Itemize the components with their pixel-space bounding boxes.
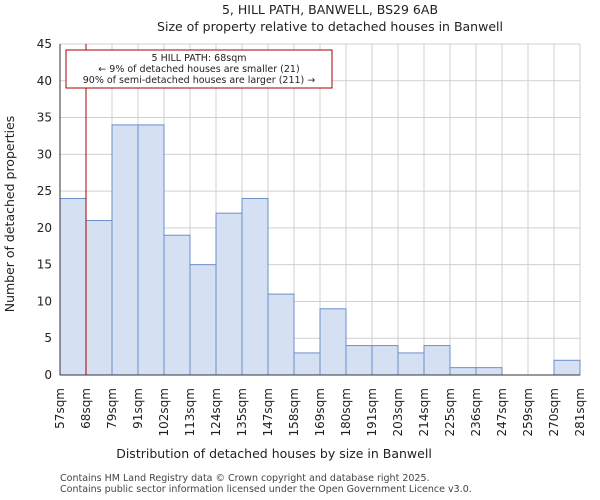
histogram-bar <box>319 308 347 376</box>
chart-subtitle: Size of property relative to detached ho… <box>157 19 503 34</box>
histogram-bar <box>371 345 399 376</box>
histogram-bar <box>137 124 165 376</box>
histogram-bar <box>215 212 243 376</box>
histogram-bar <box>397 352 425 376</box>
y-tick-label: 0 <box>44 368 52 382</box>
histogram-bar <box>267 293 295 376</box>
y-tick-label: 10 <box>37 294 52 308</box>
x-tick-label: 191sqm <box>365 388 379 436</box>
x-tick-label: 169sqm <box>313 388 327 436</box>
x-tick-label: 203sqm <box>391 388 405 436</box>
y-tick-label: 35 <box>37 111 52 125</box>
annotation-box <box>65 49 333 89</box>
y-axis-label: Number of detached properties <box>2 116 17 313</box>
footer-copyright: Contains HM Land Registry data © Crown c… <box>60 473 430 484</box>
x-tick-label: 135sqm <box>235 388 249 436</box>
x-tick-label: 91sqm <box>131 388 145 429</box>
y-tick-label: 45 <box>37 37 52 51</box>
y-tick-label: 40 <box>37 74 52 88</box>
x-tick-label: 113sqm <box>183 388 197 436</box>
axes <box>59 44 580 376</box>
x-tick-label: 79sqm <box>105 388 119 429</box>
x-tick-label: 57sqm <box>53 388 67 429</box>
histogram-bar <box>475 367 503 376</box>
histogram-bar <box>553 359 581 376</box>
x-tick-label: 158sqm <box>287 388 301 436</box>
x-tick-label: 68sqm <box>79 388 93 429</box>
histogram-chart: 5, HILL PATH, BANWELL, BS29 6AB Size of … <box>2 2 587 461</box>
bars <box>59 124 581 376</box>
x-tick-label: 259sqm <box>521 388 535 436</box>
annotation-line: ← 9% of detached houses are smaller (21) <box>98 64 299 75</box>
x-tick-label: 124sqm <box>209 388 223 436</box>
x-tick-label: 225sqm <box>443 388 457 436</box>
histogram-bar <box>163 234 191 376</box>
histogram-bar <box>423 345 451 376</box>
property-marker: 5 HILL PATH: 68sqm← 9% of detached house… <box>65 44 333 375</box>
x-tick-label: 102sqm <box>157 388 171 436</box>
x-tick-label: 214sqm <box>417 388 431 436</box>
y-tick-label: 25 <box>37 184 52 198</box>
x-tick-labels: 57sqm 68sqm 79sqm 91sqm 102sqm 113sqm 124sqm 13… <box>53 388 587 436</box>
histogram-bar <box>293 352 321 376</box>
histogram-bar <box>241 197 269 376</box>
x-tick-label: 270sqm <box>547 388 561 436</box>
annotation-line: 5 HILL PATH: 68sqm <box>152 53 247 64</box>
x-tick-label: 247sqm <box>495 388 509 436</box>
x-tick-label: 180sqm <box>339 388 353 436</box>
x-tick-label: 147sqm <box>261 388 275 436</box>
y-tick-label: 5 <box>44 331 52 345</box>
histogram-bar <box>345 345 373 376</box>
y-tick-labels: 0 5 10 15 20 25 30 35 40 45 <box>37 37 52 382</box>
histogram-bar <box>59 197 87 376</box>
histogram-bar <box>85 220 113 376</box>
histogram-bar <box>189 264 217 376</box>
y-tick-label: 15 <box>37 258 52 272</box>
annotation-line: 90% of semi-detached houses are larger (… <box>83 75 316 86</box>
x-tick-label: 236sqm <box>469 388 483 436</box>
footer-licence: Contains public sector information licen… <box>60 484 472 495</box>
chart-title: 5, HILL PATH, BANWELL, BS29 6AB <box>222 2 438 17</box>
x-tick-label: 281sqm <box>573 388 587 436</box>
histogram-bar <box>111 124 139 376</box>
x-axis-label: Distribution of detached houses by size … <box>116 446 432 461</box>
y-tick-label: 30 <box>37 147 52 161</box>
histogram-bar <box>449 367 477 376</box>
y-tick-label: 20 <box>37 221 52 235</box>
